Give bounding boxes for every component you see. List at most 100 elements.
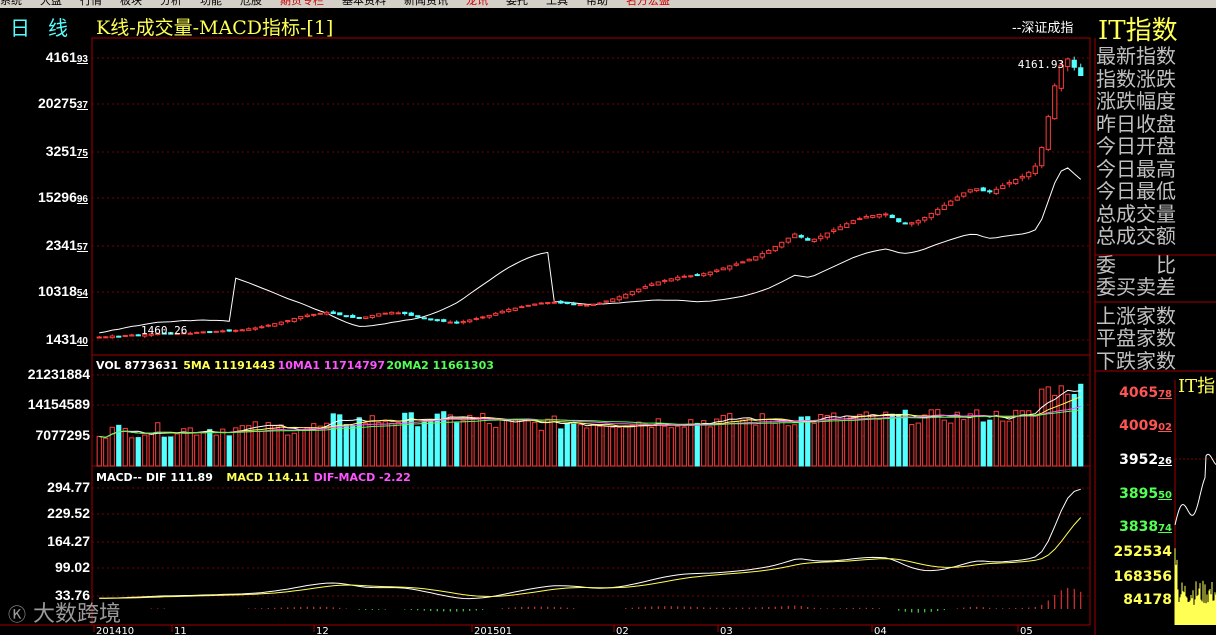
volume-bar (681, 426, 687, 467)
period-label[interactable]: 日线 (10, 16, 86, 40)
candle-body (1026, 171, 1032, 178)
menu-item[interactable]: 帮助 (586, 0, 608, 7)
candle-body (831, 229, 837, 232)
volume-bar (525, 420, 531, 467)
menu-item[interactable]: 系统 (0, 0, 22, 7)
macd-axis-label: 99.02 (54, 559, 90, 575)
volume-bar (486, 423, 492, 467)
volume-bar (876, 418, 882, 467)
volume-bar (688, 419, 694, 467)
volume-bar (1006, 420, 1012, 467)
volume-bar (642, 423, 648, 467)
price-axis-label: 234157 (0, 237, 88, 253)
menu-item[interactable]: 期货专栏 (280, 0, 324, 7)
quote-field-label: 今日最高 (1096, 156, 1176, 181)
volume-bar (506, 419, 512, 467)
price-dec: 96 (76, 194, 88, 205)
candle-body (720, 267, 726, 271)
price-dec: 75 (76, 148, 88, 159)
menu-item[interactable]: 龙讯 (466, 0, 488, 7)
candle-body (122, 334, 128, 337)
candle-body (213, 330, 219, 333)
candle-body (135, 334, 141, 337)
menu-item[interactable]: 委托 (506, 0, 528, 7)
candle-body (928, 212, 934, 219)
candle-body (532, 303, 538, 306)
volume-bar (480, 413, 486, 467)
candle-body (480, 316, 486, 319)
volume-bar (200, 432, 206, 467)
macd-axis-label: 294.77 (47, 479, 90, 495)
menu-item[interactable]: 分析 (160, 0, 182, 7)
volume-bar (265, 422, 271, 467)
volume-bar (915, 422, 921, 467)
menu-item[interactable]: 危股 (240, 0, 262, 7)
quote-field-label: 委买卖差 (1096, 275, 1176, 299)
candle-body (545, 302, 551, 305)
candle-body (259, 326, 265, 329)
low-annotation: 1460.26 (141, 324, 187, 337)
menu-item[interactable]: 工具 (546, 0, 568, 7)
macd-legend-item: DIF-MACD -2.22 (314, 471, 411, 484)
candle-body (174, 333, 180, 336)
candle-body (616, 296, 622, 301)
volume-bar (252, 421, 258, 467)
candle-body (1058, 64, 1064, 89)
menu-item[interactable]: 功能 (200, 0, 222, 7)
candle-body (421, 317, 427, 320)
macd-legend-item: MACD 114.11 (226, 471, 309, 484)
candle-body (889, 214, 895, 219)
price-int: 20275 (37, 95, 77, 111)
volume-bar (584, 427, 590, 467)
candle-body (376, 313, 382, 317)
volume-bar (980, 421, 986, 467)
volume-bar (1045, 386, 1051, 467)
mini-price-dec: 78 (1158, 389, 1172, 400)
volume-legend-item: 5MA 11191443 (183, 359, 275, 372)
mini-price-label: 395226 (1100, 452, 1172, 468)
menu-item[interactable]: 板块 (120, 0, 142, 7)
volume-bar (155, 422, 161, 467)
volume-bar (311, 423, 317, 467)
candle-body (252, 327, 258, 330)
date-label: 11 (174, 626, 187, 635)
candle-body (811, 238, 817, 242)
candle-body (148, 333, 154, 336)
quote-field-label: 总成交额 (1096, 224, 1176, 248)
volume-bar (805, 416, 811, 467)
candle-body (707, 271, 713, 276)
candle-body (317, 312, 323, 315)
volume-bar (785, 425, 791, 467)
menu-item[interactable]: 新闻资讯 (404, 0, 448, 7)
volume-bar (655, 418, 661, 467)
volume-bar (304, 426, 310, 467)
volume-bar (148, 432, 154, 467)
menu-item[interactable]: 名方宏盛 (626, 0, 670, 7)
candle-body (181, 332, 187, 335)
volume-bar (831, 412, 837, 467)
title-bar: 日线 K线-成交量-MACD指标-[1] --深证成指 IT指数 (0, 8, 1216, 46)
candle-body (434, 319, 440, 322)
macd-dif-line (99, 488, 1081, 600)
volume-bar (532, 421, 538, 467)
candle-body (382, 312, 388, 315)
volume-bar (402, 412, 408, 467)
menu-item[interactable]: 基本资料 (342, 0, 386, 7)
volume-bar (1071, 393, 1077, 467)
menu-item[interactable]: 大盘 (40, 0, 62, 7)
candle-body (610, 298, 616, 303)
candle-body (668, 278, 674, 282)
volume-bar (668, 427, 674, 467)
candle-body (1039, 147, 1045, 167)
candle-body (129, 334, 135, 337)
mini-price-dec: 74 (1158, 523, 1172, 534)
volume-bar (1032, 415, 1038, 467)
menu-item[interactable]: 行情 (80, 0, 102, 7)
volume-bar (967, 413, 973, 467)
candle-body (655, 281, 661, 286)
candle-body (902, 222, 908, 225)
candle-body (753, 256, 759, 261)
price-int: 10318 (37, 283, 77, 299)
volume-bar (603, 425, 609, 467)
